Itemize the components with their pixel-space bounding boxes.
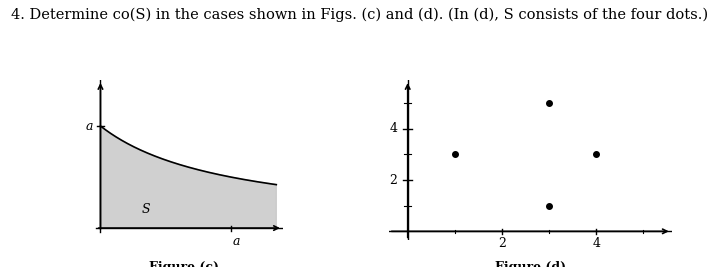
Text: a: a [85, 120, 93, 132]
Text: 4. Determine co(S) in the cases shown in Figs. (c) and (d). (In (d), S consists : 4. Determine co(S) in the cases shown in… [11, 8, 707, 22]
Text: 2: 2 [390, 174, 397, 187]
Text: 4: 4 [390, 122, 397, 135]
Text: 2: 2 [498, 237, 506, 250]
Text: Figure (d): Figure (d) [495, 261, 566, 267]
Text: 4: 4 [592, 237, 600, 250]
Polygon shape [100, 126, 276, 228]
Text: Figure (c): Figure (c) [148, 261, 219, 267]
Text: a: a [232, 235, 240, 248]
Text: S: S [141, 203, 151, 216]
